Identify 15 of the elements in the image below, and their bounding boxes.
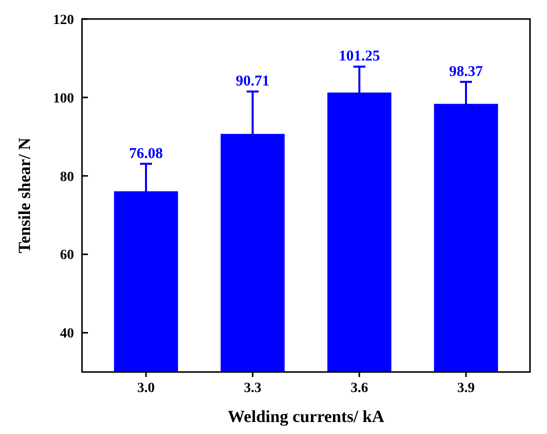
x-axis-title: Welding currents/ kA: [228, 407, 385, 426]
y-tick-label: 40: [60, 326, 74, 342]
data-label: 101.25: [338, 48, 380, 65]
data-label: 76.08: [129, 146, 163, 162]
x-tick-label: 3.6: [350, 381, 368, 396]
x-tick-label: 3.3: [244, 381, 262, 396]
y-axis-title: Tensile shear/ N: [15, 137, 34, 254]
y-tick-label: 60: [60, 248, 74, 264]
data-label: 98.37: [449, 64, 484, 80]
y-tick-label: 120: [53, 12, 74, 28]
x-tick-label: 3.0: [137, 381, 155, 396]
x-tick-label: 3.9: [457, 381, 475, 396]
data-label: 90.71: [236, 74, 270, 90]
y-tick-label: 80: [60, 170, 74, 185]
y-tick-label: 100: [53, 91, 74, 106]
